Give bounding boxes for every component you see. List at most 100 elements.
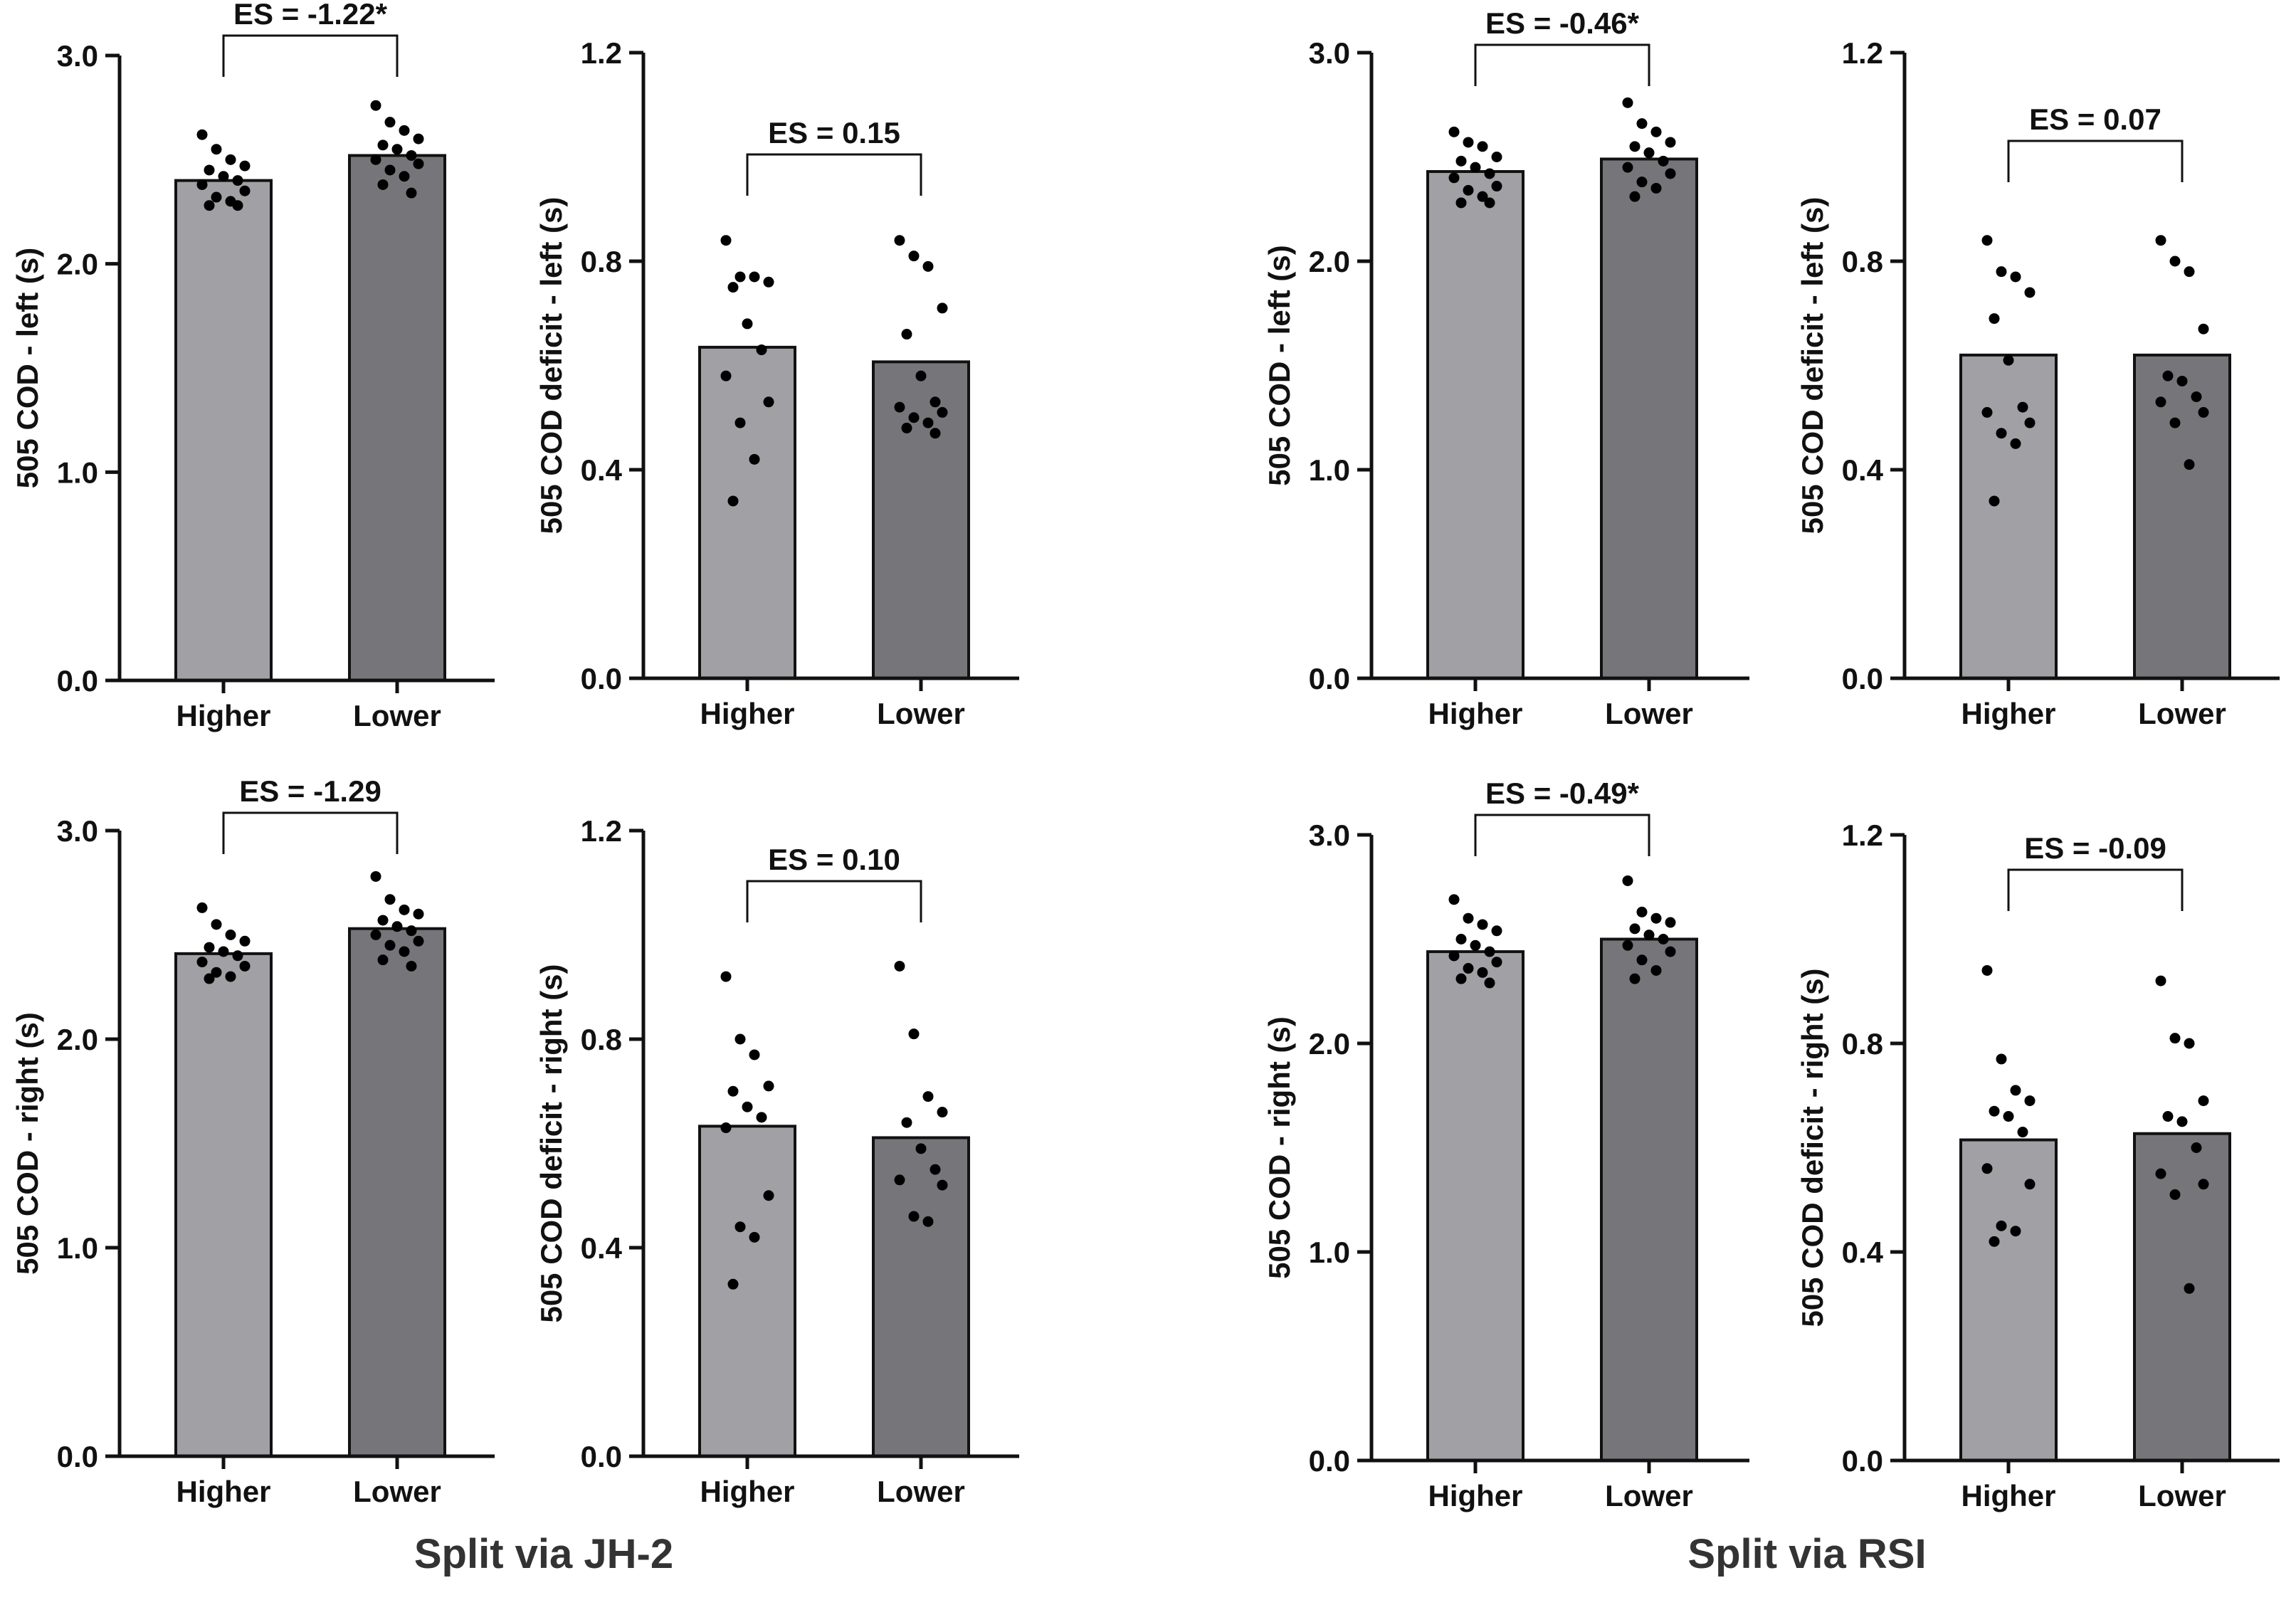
data-point: [763, 1190, 774, 1201]
data-point: [239, 960, 251, 972]
y-tick-label: 3.0: [57, 39, 98, 73]
data-point: [937, 1179, 948, 1191]
data-point: [1622, 875, 1633, 886]
es-label: ES = 0.07: [2029, 102, 2161, 136]
data-point: [763, 396, 774, 408]
data-point: [727, 495, 739, 507]
panel-jh2-cod-left: 0.0 1.0 2.0 3.0 Higher Lower 505 COD - left (s…: [11, 0, 495, 732]
data-point: [915, 370, 927, 381]
x-tick-label-lower: Lower: [1605, 697, 1693, 730]
data-point: [894, 960, 905, 972]
data-point: [1665, 137, 1676, 148]
data-point: [763, 276, 774, 288]
y-tick-label: 0.4: [581, 1231, 623, 1265]
data-point: [2010, 438, 2021, 449]
data-point: [1643, 930, 1655, 941]
data-point: [1463, 912, 1474, 924]
bar-lower: [348, 927, 446, 1458]
data-point: [720, 235, 732, 246]
es-bracket: [2007, 868, 2184, 911]
data-point: [922, 417, 934, 428]
es-bracket: [746, 880, 922, 922]
bar-higher: [174, 952, 273, 1458]
data-point: [204, 164, 215, 176]
data-point: [406, 187, 417, 199]
y-tick-label: 1.0: [57, 456, 98, 489]
data-point: [196, 902, 208, 913]
data-point: [908, 251, 920, 262]
data-point: [413, 935, 424, 947]
data-point: [1463, 184, 1474, 196]
es-bracket: [222, 34, 399, 77]
data-point: [2003, 1111, 2014, 1122]
data-point: [2010, 1085, 2021, 1096]
data-point: [2198, 1095, 2209, 1107]
y-tick-label: 0.4: [1842, 453, 1884, 487]
x-tick-label-lower: Lower: [1605, 1479, 1693, 1512]
es-label: ES = -1.22*: [233, 0, 388, 31]
bar-lower: [1600, 157, 1698, 680]
y-tick-label: 2.0: [1309, 1027, 1350, 1060]
data-point: [1629, 973, 1641, 984]
panel-jh2-deficit-left: 0.0 0.4 0.8 1.2 Higher Lower 505 COD deficit -…: [534, 36, 1019, 730]
data-point: [196, 957, 208, 968]
y-tick-label: 0.8: [581, 245, 622, 278]
data-point: [1455, 197, 1467, 209]
data-point: [930, 396, 941, 408]
data-point: [406, 925, 417, 937]
y-tick-label: 0.0: [57, 1440, 98, 1473]
y-tick-label: 2.0: [57, 248, 98, 281]
data-point: [2162, 370, 2174, 381]
data-point: [2198, 406, 2209, 418]
data-point: [232, 950, 243, 962]
data-point: [1470, 940, 1481, 951]
data-point: [734, 271, 746, 283]
data-point: [384, 117, 396, 128]
bar-higher: [1959, 353, 2058, 680]
x-tick-label-higher: Higher: [1961, 1479, 2055, 1512]
data-point: [225, 930, 236, 940]
data-point: [894, 1174, 905, 1186]
bar-higher: [698, 345, 796, 680]
group-title-jh2: Split via JH-2: [414, 1531, 674, 1577]
y-axis-title: 505 COD deficit - left (s): [1796, 197, 1829, 535]
data-point: [2169, 256, 2181, 267]
data-point: [2169, 1189, 2181, 1200]
data-point: [204, 200, 215, 211]
y-axis-title: 505 COD - right (s): [1263, 1016, 1296, 1279]
data-point: [2198, 1179, 2209, 1190]
data-point: [749, 453, 760, 465]
data-point: [930, 428, 941, 439]
data-point: [399, 171, 410, 182]
es-label: ES = 0.15: [768, 116, 900, 149]
data-point: [1463, 963, 1474, 974]
data-point: [1989, 313, 2000, 325]
data-point: [218, 946, 229, 957]
data-point: [720, 1122, 732, 1134]
data-point: [901, 1117, 912, 1128]
data-point: [377, 954, 389, 966]
data-point: [2176, 1116, 2188, 1127]
y-tick-label: 3.0: [1309, 819, 1350, 852]
bar-higher: [698, 1125, 796, 1458]
y-tick-label: 1.0: [1309, 453, 1350, 487]
data-point: [1622, 162, 1633, 173]
data-point: [908, 412, 920, 423]
data-point: [1665, 946, 1676, 957]
y-axis-title: 505 COD deficit - right (s): [534, 964, 568, 1322]
y-tick-label: 0.0: [1842, 1444, 1883, 1478]
x-tick-label-higher: Higher: [1428, 1479, 1522, 1512]
data-point: [225, 971, 236, 982]
data-point: [1448, 172, 1460, 184]
data-point: [1448, 126, 1460, 137]
data-point: [1484, 197, 1495, 209]
data-point: [370, 930, 381, 940]
x-tick-label-higher: Higher: [700, 697, 794, 730]
data-point: [1996, 428, 2007, 439]
y-tick-label: 1.2: [581, 36, 622, 70]
data-point: [413, 158, 424, 169]
panel-rsi-deficit-right: 0.0 0.4 0.8 1.2 Higher Lower 505 COD deficit -…: [1796, 819, 2280, 1512]
data-point: [2024, 417, 2036, 428]
data-point: [1491, 181, 1502, 192]
x-tick-label-higher: Higher: [176, 1475, 270, 1508]
